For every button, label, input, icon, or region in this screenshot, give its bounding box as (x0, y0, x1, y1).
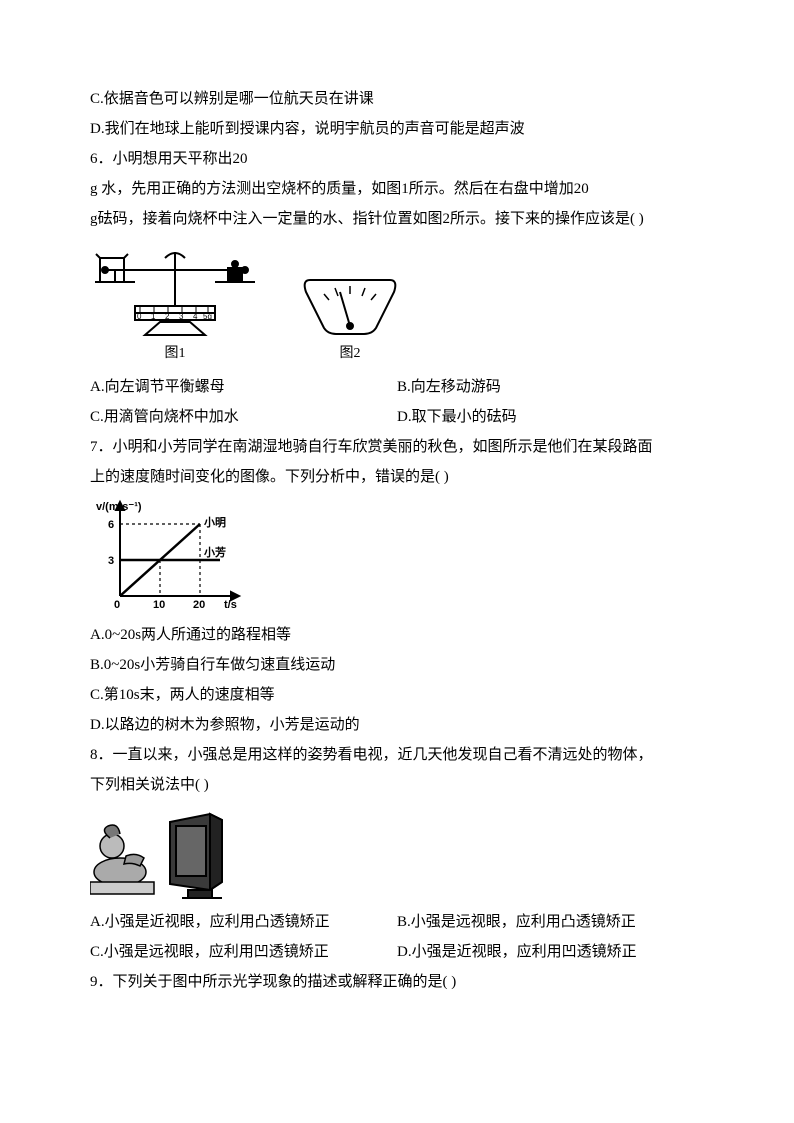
graph-x20: 20 (193, 599, 205, 611)
ruler-3: 3 (179, 312, 184, 321)
q6-opts-row1: A.向左调节平衡螺母 B.向左移动游码 (90, 372, 704, 402)
ruler-1: 1 (151, 312, 156, 321)
q6-opt-b: B.向左移动游码 (397, 372, 704, 402)
q6-opt-c: C.用滴管向烧杯中加水 (90, 402, 397, 432)
q5-opt-d: D.我们在地球上能听到授课内容，说明宇航员的声音可能是超声波 (90, 114, 704, 144)
q6-fig2-caption: 图2 (340, 340, 361, 368)
q6-figure-1: 0 1 2 3 4 5g 图1 (90, 240, 260, 368)
graph-y3: 3 (108, 555, 114, 567)
q7-opt-a: A.0~20s两人所通过的路程相等 (90, 620, 704, 650)
q7-opt-c: C.第10s末，两人的速度相等 (90, 680, 704, 710)
graph-x10: 10 (153, 599, 165, 611)
q8-opt-b: B.小强是远视眼，应利用凸透镜矫正 (397, 907, 704, 937)
q8-opt-c: C.小强是远视眼，应利用凹透镜矫正 (90, 937, 397, 967)
q8-figure (90, 808, 704, 903)
graph-series-fang: 小芳 (203, 545, 226, 559)
velocity-time-graph-icon: v/(m·s⁻¹) t/s 6 3 0 10 20 小明 小芳 (90, 496, 250, 616)
dial-gauge-icon (300, 270, 400, 340)
ruler-0: 0 (137, 312, 142, 321)
q8-opts-row1: A.小强是近视眼，应利用凸透镜矫正 B.小强是远视眼，应利用凸透镜矫正 (90, 907, 704, 937)
q6-opts-row2: C.用滴管向烧杯中加水 D.取下最小的砝码 (90, 402, 704, 432)
q7-opt-b: B.0~20s小芳骑自行车做匀速直线运动 (90, 650, 704, 680)
q7-stem-2: 上的速度随时间变化的图像。下列分析中，错误的是( ) (90, 462, 704, 492)
q7-opt-d: D.以路边的树木为参照物，小芳是运动的 (90, 710, 704, 740)
ruler-5: 5g (203, 312, 212, 321)
q8-opts-row2: C.小强是远视眼，应利用凹透镜矫正 D.小强是近视眼，应利用凹透镜矫正 (90, 937, 704, 967)
q6-figure-2: 图2 (300, 270, 400, 368)
q7-figure: v/(m·s⁻¹) t/s 6 3 0 10 20 小明 小芳 (90, 496, 704, 616)
balance-scale-icon: 0 1 2 3 4 5g (90, 240, 260, 340)
watching-tv-icon (90, 808, 240, 903)
graph-y6: 6 (108, 519, 114, 531)
ruler-4: 4 (193, 312, 198, 321)
q8-stem-1: 8．一直以来，小强总是用这样的姿势看电视，近几天他发现自己看不清远处的物体， (90, 740, 704, 770)
q6-opt-d: D.取下最小的砝码 (397, 402, 704, 432)
graph-origin: 0 (114, 599, 120, 611)
graph-series-ming: 小明 (203, 515, 226, 529)
ruler-2: 2 (165, 312, 170, 321)
q6-stem-3: g砝码，接着向烧杯中注入一定量的水、指针位置如图2所示。接下来的操作应该是( ) (90, 204, 704, 234)
graph-xlabel: t/s (224, 599, 237, 611)
q6-stem-1: 6．小明想用天平称出20 (90, 144, 704, 174)
q7-stem-1: 7．小明和小芳同学在南湖湿地骑自行车欣赏美丽的秋色，如图所示是他们在某段路面 (90, 432, 704, 462)
q6-opt-a: A.向左调节平衡螺母 (90, 372, 397, 402)
graph-ylabel: v/(m·s⁻¹) (96, 501, 142, 513)
q9-stem: 9．下列关于图中所示光学现象的描述或解释正确的是( ) (90, 967, 704, 997)
q8-opt-d: D.小强是近视眼，应利用凹透镜矫正 (397, 937, 704, 967)
q6-stem-2: g 水，先用正确的方法测出空烧杯的质量，如图1所示。然后在右盘中增加20 (90, 174, 704, 204)
q6-fig1-caption: 图1 (165, 340, 186, 368)
q5-opt-c: C.依据音色可以辨别是哪一位航天员在讲课 (90, 84, 704, 114)
q8-stem-2: 下列相关说法中( ) (90, 770, 704, 800)
q6-figures: 0 1 2 3 4 5g 图1 (90, 240, 704, 368)
q8-opt-a: A.小强是近视眼，应利用凸透镜矫正 (90, 907, 397, 937)
